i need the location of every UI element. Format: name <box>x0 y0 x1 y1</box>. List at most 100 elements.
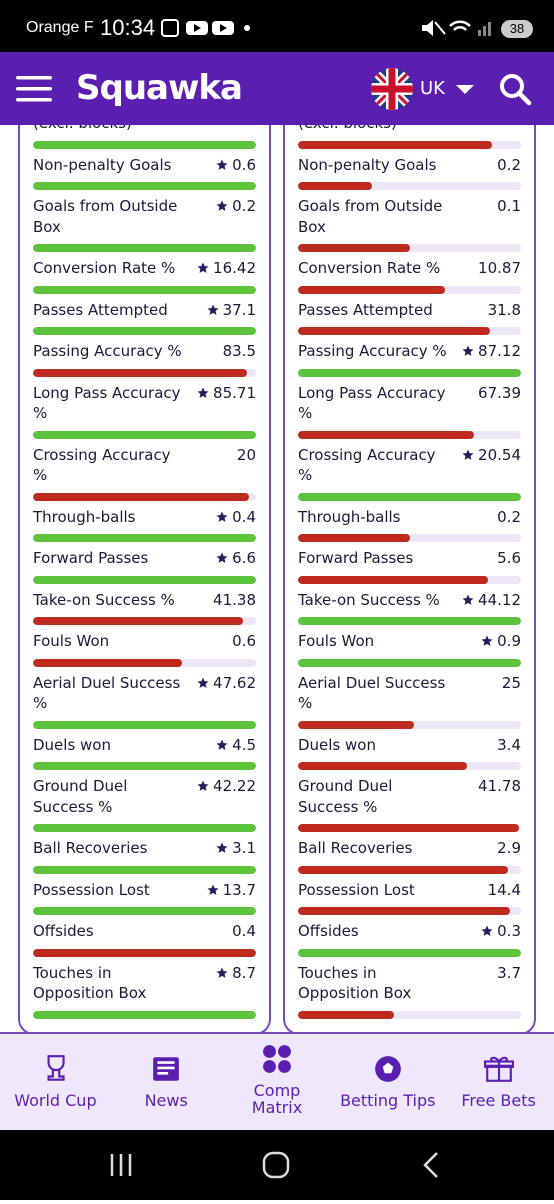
stat-head: (excl. blocks) <box>33 125 256 134</box>
stat-value: 0.4 <box>232 922 256 940</box>
stat-row: Goals from Outside Box 0.2 <box>33 196 256 252</box>
bar-track <box>33 368 256 377</box>
stat-row: Non-penalty Goals 0.2 <box>298 155 521 190</box>
system-nav <box>0 1130 554 1200</box>
stat-label: Conversion Rate % <box>33 259 176 277</box>
stat-value-wrap: 37.1 <box>207 300 256 321</box>
bar <box>33 140 256 149</box>
stat-head: Conversion Rate % 16.42 <box>33 258 256 279</box>
stat-value-wrap: 0.2 <box>497 507 521 528</box>
star-icon <box>197 677 209 688</box>
stat-label: Crossing Accuracy % <box>298 445 436 485</box>
star-icon <box>462 449 474 460</box>
nav-item[interactable]: Free Bets <box>443 1034 554 1130</box>
stat-value-wrap: 13.7 <box>207 880 256 901</box>
stat-label: Through-balls <box>298 507 401 526</box>
nav-icon <box>263 1045 291 1073</box>
bar <box>298 1010 394 1019</box>
stat-label: Long Pass Accuracy % <box>298 383 446 423</box>
bar-track <box>298 575 521 584</box>
bar <box>298 368 521 377</box>
bar-track <box>33 658 256 667</box>
stat-label: Long Pass Accuracy % <box>33 383 181 423</box>
stat-value: 6.6 <box>232 549 256 567</box>
stat-value-wrap: 85.71 <box>197 383 256 404</box>
bar <box>33 575 256 584</box>
stat-row: Duels won 3.4 <box>298 735 521 770</box>
stat-value-wrap: 0.2 <box>216 196 256 217</box>
stat-label: (excl. blocks) <box>298 125 448 134</box>
stat-row: Forward Passes 5.6 <box>298 548 521 584</box>
search-button[interactable] <box>498 72 532 106</box>
nav-item[interactable]: Betting Tips <box>332 1034 443 1130</box>
stat-head: Duels won 4.5 <box>33 735 256 756</box>
star-icon <box>216 200 228 212</box>
star-icon <box>462 345 474 357</box>
bar-track <box>298 368 521 377</box>
region[interactable]: UK <box>420 78 445 99</box>
bar <box>298 534 410 542</box>
nav-label: World Cup <box>14 1091 97 1110</box>
nav-item[interactable]: World Cup <box>0 1034 111 1130</box>
stat-head: Passing Accuracy % 87.12 <box>298 341 521 362</box>
nav-item[interactable]: News <box>111 1034 222 1130</box>
bar-track <box>33 617 256 625</box>
stat-label: Passes Attempted <box>33 300 168 319</box>
stat-label: Fouls Won <box>33 632 110 650</box>
stat-row: Passes Attempted 37.1 <box>33 300 256 335</box>
stat-row: Long Pass Accuracy % 85.71 <box>33 383 256 439</box>
star-icon <box>481 635 493 647</box>
stat-label: Ball Recoveries <box>33 839 148 857</box>
bar-track <box>298 948 521 957</box>
stat-head: Goals from Outside Box 0.2 <box>33 196 256 237</box>
stat-value-wrap: 0.4 <box>216 507 256 528</box>
stat-label: Goals from Outside Box <box>298 197 443 236</box>
stat-value-wrap: 20 <box>237 445 256 466</box>
stat-value: 44.12 <box>478 590 521 609</box>
star-icon <box>207 304 219 315</box>
stat-head: Ball Recoveries 3.1 <box>33 838 256 859</box>
battery: 38 <box>501 20 533 38</box>
stat-value-wrap: 3.7 <box>497 963 521 984</box>
stat-head: Goals from Outside Box 0.1 <box>298 196 521 237</box>
stat-label: Non-penalty Goals <box>298 155 437 174</box>
star-icon <box>197 387 209 398</box>
stat-row: Duels won 4.5 <box>33 735 256 770</box>
stat-head: Through-balls 0.4 <box>33 507 256 528</box>
stat-value-wrap: 3.4 <box>497 735 521 756</box>
bar <box>298 182 372 190</box>
stat-head: Ball Recoveries 2.9 <box>298 838 521 859</box>
bar <box>33 824 256 832</box>
stat-label: Possession Lost <box>33 880 150 899</box>
stat-value-wrap: 41.38 <box>213 590 256 611</box>
stat-value: 0.3 <box>497 922 521 940</box>
stat-head: Ground Duel Success % 42.22 <box>33 776 256 817</box>
status-icons <box>161 19 250 37</box>
bar-track <box>33 948 256 957</box>
stat-value: 0.1 <box>497 197 521 215</box>
stat-row: Passes Attempted 31.8 <box>298 300 521 335</box>
stat-row: Touches in Opposition Box 3.7 <box>298 963 521 1019</box>
stat-row: Conversion Rate % 16.42 <box>33 258 256 294</box>
stat-label: Through-balls <box>33 507 136 526</box>
star-icon <box>216 967 228 978</box>
bar <box>298 327 490 335</box>
stat-value-wrap: 8.7 <box>216 963 256 984</box>
menu-button[interactable] <box>16 74 54 104</box>
stat-label: Aerial Duel Success % <box>298 673 446 713</box>
bar-track <box>33 430 256 439</box>
stat-head: Non-penalty Goals 0.6 <box>33 155 256 176</box>
bar <box>298 140 492 149</box>
stat-row: Ball Recoveries 2.9 <box>298 838 521 874</box>
bar-track <box>33 285 256 294</box>
flag[interactable] <box>370 67 414 111</box>
stat-head: Touches in Opposition Box 3.7 <box>298 963 521 1004</box>
system-nav-icons <box>110 1151 438 1179</box>
stat-row: Through-balls 0.4 <box>33 507 256 542</box>
nav-item[interactable]: Comp Matrix <box>222 1034 333 1130</box>
bar-track <box>298 824 521 832</box>
logo[interactable]: Squawka <box>76 68 243 108</box>
stat-row: Long Pass Accuracy % 67.39 <box>298 383 521 439</box>
region-caret[interactable] <box>454 84 476 96</box>
stat-value: 83.5 <box>222 342 256 360</box>
